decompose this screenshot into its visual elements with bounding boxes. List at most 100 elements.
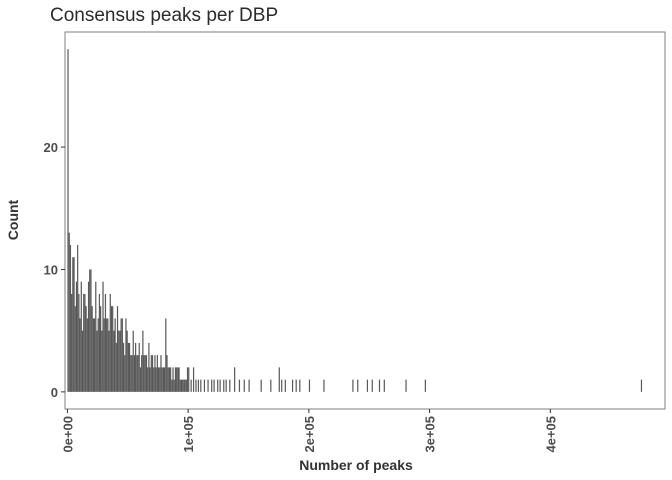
- histogram-bar: [405, 379, 407, 392]
- bars-group: [67, 49, 643, 392]
- histogram-bar: [248, 379, 250, 392]
- histogram-bar: [219, 379, 221, 392]
- histogram-bar: [77, 244, 79, 392]
- histogram-bar: [234, 367, 236, 392]
- histogram-bar: [138, 342, 140, 392]
- histogram-bar: [110, 306, 113, 392]
- histogram-bar: [80, 281, 82, 392]
- histogram-bar: [125, 318, 127, 392]
- histogram-bar: [126, 330, 128, 392]
- histogram-bar: [89, 269, 91, 392]
- histogram-bar: [98, 293, 101, 392]
- histogram-bar: [124, 355, 126, 392]
- histogram-bar: [371, 379, 373, 392]
- histogram-bar: [223, 379, 225, 392]
- panel-border: [64, 31, 666, 410]
- histogram-bar: [155, 367, 157, 392]
- histogram-bar: [144, 355, 146, 392]
- histogram-bar: [165, 318, 167, 392]
- histogram-bar: [323, 379, 325, 392]
- histogram-bar: [116, 306, 119, 392]
- histogram-bar: [357, 379, 359, 392]
- histogram-bar: [188, 367, 190, 392]
- histogram-bar: [101, 330, 103, 392]
- histogram-bar: [186, 367, 189, 392]
- histogram-bar: [118, 330, 120, 392]
- histogram-bar: [295, 379, 297, 392]
- histogram-bar: [115, 342, 117, 392]
- y-tick-label: 0: [51, 385, 58, 400]
- histogram-bar: [171, 379, 173, 392]
- histogram-bar: [104, 293, 107, 392]
- histogram-bar: [102, 281, 104, 392]
- histogram-bar: [95, 281, 97, 392]
- y-axis-title: Count: [5, 199, 21, 240]
- y-tick-label: 20: [44, 140, 58, 155]
- histogram-bar: [352, 379, 354, 392]
- histogram-bar: [128, 342, 131, 392]
- histogram-bar: [176, 367, 178, 392]
- histogram-bar: [278, 367, 280, 392]
- histogram-bar: [113, 330, 115, 392]
- histogram-bar: [72, 257, 74, 392]
- histogram-bar: [281, 379, 283, 392]
- histogram-bar: [159, 367, 161, 392]
- histogram-bar: [106, 318, 108, 392]
- histogram-bar: [291, 379, 294, 392]
- histogram-bar: [143, 355, 145, 392]
- histogram-bar: [184, 379, 186, 392]
- histogram-bar: [78, 293, 80, 392]
- histogram-bar: [170, 367, 172, 392]
- histogram-bar: [180, 379, 183, 392]
- histogram-bar: [238, 379, 241, 392]
- histogram-bar: [203, 379, 206, 392]
- histogram-bar: [107, 318, 109, 392]
- histogram-bar: [149, 367, 151, 392]
- histogram-bar: [135, 342, 137, 392]
- histogram-bar: [133, 355, 136, 392]
- histogram-bar: [74, 306, 76, 392]
- histogram-bar: [100, 306, 102, 392]
- histogram-bar: [127, 342, 129, 392]
- histogram-bar: [132, 330, 134, 392]
- histogram-bar: [197, 379, 200, 392]
- histogram-bar: [168, 367, 171, 392]
- y-tick-label: 10: [44, 262, 58, 277]
- histogram-bar: [73, 257, 75, 392]
- histogram-bar: [145, 355, 148, 392]
- histogram-bar: [153, 367, 155, 392]
- histogram-bar: [68, 232, 70, 392]
- histogram-bar: [79, 318, 81, 392]
- histogram-bar: [71, 293, 73, 392]
- histogram-bar: [640, 379, 643, 392]
- histogram-bar: [87, 281, 90, 392]
- histogram-bar: [366, 379, 369, 392]
- histogram-bar: [92, 318, 94, 392]
- histogram-bar: [179, 379, 181, 392]
- histogram-bar: [383, 379, 385, 392]
- histogram-bar: [229, 379, 231, 392]
- histogram-bar: [185, 379, 187, 392]
- histogram-bar: [157, 367, 160, 392]
- histogram-bar: [84, 293, 86, 392]
- histogram-bar: [112, 306, 114, 392]
- histogram-bar: [121, 318, 123, 392]
- histogram-bar: [147, 367, 149, 392]
- histogram-bar: [174, 367, 177, 392]
- histogram-bar: [81, 330, 84, 392]
- histogram-bar: [97, 318, 99, 392]
- histogram-bar: [67, 49, 69, 392]
- histogram-bar: [91, 306, 93, 392]
- x-tick-label: 3e+05: [423, 416, 438, 453]
- histogram-bar: [109, 293, 111, 392]
- histogram-bar: [217, 379, 219, 392]
- histogram-bar: [167, 367, 169, 392]
- histogram-bar: [225, 379, 227, 392]
- histogram-bar: [151, 355, 154, 392]
- histogram-bar: [270, 379, 272, 392]
- histogram-bar: [424, 379, 426, 392]
- histogram-bar: [136, 355, 138, 392]
- histogram-bar: [207, 379, 209, 392]
